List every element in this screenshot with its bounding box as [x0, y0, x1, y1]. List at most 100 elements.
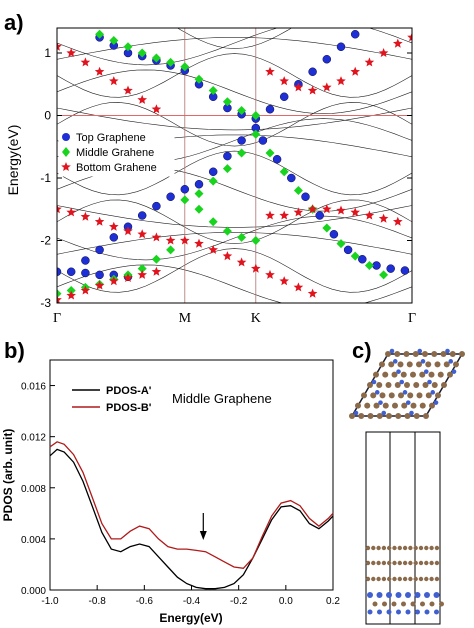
middle-graphene-point [123, 42, 133, 52]
top-graphene-point [81, 268, 90, 278]
bottom-graphene-point [393, 216, 403, 226]
carbon-atom [407, 392, 414, 399]
graphene-layer-atom [429, 576, 434, 582]
pdos-b-line [49, 441, 334, 569]
middle-graphene-point [293, 186, 303, 195]
bottom-graphene-point [94, 280, 105, 290]
carbon-atom [443, 361, 450, 368]
carbon-atom [391, 371, 398, 378]
background-band [57, 232, 412, 255]
substrate-carbon-atom [382, 601, 387, 607]
background-band [57, 150, 412, 196]
background-band [57, 28, 412, 66]
nitrogen-atom [396, 369, 401, 374]
top-graphene-point [343, 245, 353, 255]
top-graphene-point [81, 256, 90, 265]
carbon-atom [435, 392, 441, 399]
carbon-atom [385, 382, 392, 388]
x-tick-label-b: -0.4 [183, 596, 201, 607]
legend-middle-label: Middle Grahene [76, 147, 154, 159]
top-graphene-point [237, 136, 246, 145]
middle-graphene-point [208, 217, 218, 227]
carbon-atom [413, 382, 420, 388]
nitrogen-atom [417, 348, 423, 354]
x-tick-label-b: -0.6 [136, 596, 154, 607]
bottom-graphene-point [265, 269, 275, 279]
middle-graphene-point [237, 232, 247, 242]
y-axis-title-b: PDOS (arb. unit) [1, 429, 15, 522]
y-tick-label-a: -2 [40, 234, 51, 248]
nitrogen-atom [378, 400, 383, 405]
pdos-a-line [49, 448, 334, 590]
bottom-graphene-point [57, 204, 62, 214]
carbon-atom [431, 382, 438, 388]
x-axis-title-b: Energy(eV) [159, 611, 222, 625]
middle-graphene-point [364, 261, 374, 270]
background-band [57, 107, 412, 131]
carbon-atom [370, 392, 377, 399]
carbon-atom [416, 361, 422, 368]
y-axis-title-a: Energy(eV) [5, 125, 21, 196]
middle-graphene-point [336, 239, 346, 249]
carbon-atom [388, 392, 395, 399]
bottom-graphene-point [350, 207, 360, 217]
carbon-atom [449, 351, 456, 357]
graphene-layer-atom [365, 560, 371, 566]
bottom-graphene-point [123, 273, 133, 282]
graphene-layer-atom [418, 545, 424, 551]
bottom-graphene-point [123, 85, 133, 95]
middle-graphene-point [251, 236, 261, 245]
carbon-atom [361, 392, 367, 399]
bottom-graphene-point [94, 66, 105, 76]
background-band [57, 248, 412, 293]
nitrogen-atom [381, 410, 387, 416]
bottom-graphene-point [109, 76, 119, 86]
graphene-layer-atom [392, 560, 397, 566]
graphene-layer-atom [408, 576, 413, 582]
bottom-graphene-point [57, 41, 62, 51]
substrate-nitrogen-atom [376, 592, 383, 598]
background-band [57, 53, 412, 98]
bottom-graphene-point [293, 282, 304, 292]
top-graphene-point [95, 245, 104, 255]
graphene-layer-atom [376, 545, 381, 551]
bottom-graphene-point [364, 210, 375, 220]
graphene-layer-atom [402, 576, 408, 582]
middle-graphene-point [95, 29, 105, 39]
plot-frame-a [56, 27, 413, 304]
bottom-graphene-point [80, 57, 91, 67]
bottom-graphene-point [151, 266, 162, 276]
x-tick-label-b: -0.2 [230, 596, 248, 607]
carbon-atom [394, 382, 401, 388]
background-band [57, 69, 412, 114]
x-tick-label-b: -0.8 [89, 596, 107, 607]
top-graphene-point [166, 192, 175, 201]
carbon-atom [441, 382, 447, 388]
carbon-atom [385, 351, 391, 357]
graphene-layer-atom [429, 560, 434, 566]
carbon-atom [404, 382, 410, 388]
graphene-layer-atom [381, 576, 387, 582]
legend-top-label: Top Graphene [76, 132, 146, 144]
bottom-graphene-point [94, 216, 105, 226]
legend-b: PDOS-A' PDOS-B' [72, 385, 152, 414]
nitrogen-atom [423, 369, 429, 374]
middle-graphene-point [265, 148, 275, 158]
top-graphene-point [358, 255, 367, 264]
x-axis-ticks-b: -1.0 -0.8 -0.6 -0.4 -0.2 0.0 0.2 [41, 585, 340, 607]
graphene-layer-atom [418, 576, 424, 582]
graphene-layer-atom [365, 576, 371, 582]
bottom-graphene-point [307, 204, 318, 214]
panel-c-label: c) [352, 338, 372, 363]
top-graphene-point [194, 180, 204, 189]
k-tick-label: Γ [408, 311, 416, 326]
carbon-atom [382, 371, 389, 378]
middle-graphene-annotation: Middle Graphene [172, 391, 272, 406]
nitrogen-atom [399, 379, 405, 385]
carbon-atom [423, 413, 429, 419]
bottom-graphene-point [123, 226, 133, 236]
middle-graphene-point [208, 176, 218, 186]
top-graphene-point [350, 30, 360, 39]
graphene-layer-atom [424, 560, 429, 566]
